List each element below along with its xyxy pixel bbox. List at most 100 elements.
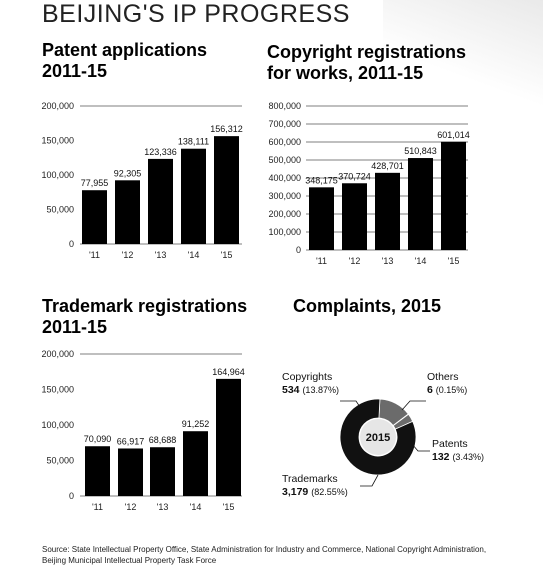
patent-value-label: 156,312	[210, 124, 243, 134]
trademark-value-label: 66,917	[117, 436, 145, 446]
background-shade	[383, 0, 543, 120]
trademark-ytick-label: 200,000	[41, 349, 74, 359]
donut-leader-trademarks	[360, 474, 379, 487]
copyright-category-label: '14	[415, 256, 427, 266]
trademark-category-label: '13	[157, 502, 169, 512]
trademark-title-line-2: 2011-15	[42, 317, 108, 337]
trademark-value-label: 70,090	[84, 434, 112, 444]
donut-leader-copyrights	[340, 400, 363, 411]
trademark-ytick-label: 100,000	[41, 420, 74, 430]
donut-count-others: 6	[427, 384, 436, 396]
donut-pct-patents: (3.43%)	[452, 452, 484, 462]
trademark-value-label: 91,252	[182, 419, 210, 429]
copyright-ytick-label: 100,000	[268, 227, 301, 237]
copyright-bar	[375, 172, 400, 250]
patent-category-label: '15	[221, 250, 233, 260]
trademark-ytick-label: 0	[69, 491, 74, 501]
copyright-category-label: '15	[448, 256, 460, 266]
trademark-ytick-label: 150,000	[41, 385, 74, 395]
patent-value-label: 92,305	[114, 168, 142, 178]
donut-label-copyrights: Copyrights	[282, 371, 332, 383]
patent-category-label: '12	[122, 250, 134, 260]
source-note: Source: State Intellectual Property Offi…	[42, 545, 487, 565]
donut-count-copyrights: 534	[282, 384, 302, 396]
copyright-bar	[342, 183, 367, 250]
copyright-category-label: '13	[382, 256, 394, 266]
patent-ytick-label: 0	[69, 239, 74, 249]
copyright-bar	[309, 187, 334, 250]
donut-pct-trademarks: (82.55%)	[311, 487, 348, 497]
trademark-bar	[150, 447, 175, 496]
copyright-ytick-label: 800,000	[268, 101, 301, 111]
trademark-category-label: '12	[125, 502, 137, 512]
patent-chart-title: Patent applications 2011-15	[42, 40, 207, 82]
trademark-value-label: 164,964	[212, 367, 245, 377]
patent-value-label: 138,111	[178, 137, 209, 147]
patent-ytick-label: 150,000	[41, 136, 74, 146]
patent-value-label: 77,955	[81, 178, 109, 188]
trademark-bar	[183, 431, 208, 496]
trademark-title-line-1: Trademark registrations	[42, 296, 248, 316]
donut-count-trademarks: 3,179	[282, 486, 311, 498]
donut-count-patents: 132	[432, 451, 452, 463]
copyright-ytick-label: 600,000	[268, 137, 301, 147]
patent-category-label: '13	[155, 250, 167, 260]
copyright-value-label: 510,843	[404, 146, 437, 156]
copyright-value-label: 348,175	[305, 175, 338, 185]
copyright-title-line-2: for works, 2011-15	[267, 63, 424, 83]
patent-title-line-1: Patent applications	[42, 40, 208, 60]
donut-center	[360, 419, 396, 455]
copyright-bar	[408, 158, 433, 250]
patent-bar	[148, 158, 173, 244]
patent-value-label: 123,336	[144, 147, 177, 157]
copyright-value-label: 601,014	[437, 130, 470, 140]
trademark-category-label: '14	[190, 502, 202, 512]
copyright-ytick-label: 0	[296, 245, 301, 255]
trademark-category-label: '11	[92, 502, 103, 512]
copyright-ytick-label: 200,000	[268, 209, 301, 219]
copyright-ytick-label: 400,000	[268, 173, 301, 183]
patent-title-line-2: 2011-15	[42, 61, 108, 81]
trademark-bar	[118, 448, 143, 496]
patent-category-label: '11	[89, 250, 100, 260]
patent-bar	[214, 136, 239, 244]
patent-ytick-label: 200,000	[41, 101, 74, 111]
trademark-bar	[85, 446, 110, 496]
donut-value-copyrights: 534 (13.87%)	[282, 384, 339, 396]
trademark-ytick-label: 50,000	[46, 456, 74, 466]
donut-value-patents: 132 (3.43%)	[432, 451, 484, 463]
donut-label-trademarks: Trademarks	[282, 473, 338, 485]
copyright-ytick-label: 300,000	[268, 191, 301, 201]
donut-slice-trademarks	[339, 398, 417, 476]
trademark-value-label: 68,688	[149, 435, 177, 445]
patent-bar	[115, 180, 140, 244]
donut-value-trademarks: 3,179 (82.55%)	[282, 486, 348, 498]
copyright-title-line-1: Copyright registrations	[267, 42, 467, 62]
donut-value-others: 6 (0.15%)	[427, 384, 467, 396]
copyright-category-label: '12	[349, 256, 361, 266]
complaints-chart-title: Complaints, 2015	[293, 296, 441, 317]
donut-pct-others: (0.15%)	[436, 385, 468, 395]
copyright-ytick-label: 700,000	[268, 119, 301, 129]
trademark-bar	[216, 378, 241, 496]
donut-label-patents: Patents	[432, 438, 468, 450]
patent-bar	[181, 148, 206, 244]
patent-ytick-label: 50,000	[46, 205, 74, 215]
complaints-title-line-1: Complaints, 2015	[293, 296, 442, 316]
copyright-category-label: '11	[316, 256, 327, 266]
donut-leader-others	[401, 400, 426, 411]
patent-category-label: '14	[188, 250, 200, 260]
copyright-value-label: 370,724	[338, 171, 371, 181]
copyright-bar	[441, 141, 466, 250]
copyright-ytick-label: 500,000	[268, 155, 301, 165]
donut-center-label: 2015	[366, 432, 390, 444]
trademark-category-label: '15	[223, 502, 235, 512]
patent-ytick-label: 100,000	[41, 170, 74, 180]
donut-label-others: Others	[427, 371, 459, 383]
donut-pct-copyrights: (13.87%)	[302, 385, 339, 395]
trademark-chart-title: Trademark registrations 2011-15	[42, 296, 247, 338]
copyright-chart-title: Copyright registrations for works, 2011-…	[267, 42, 466, 84]
patent-bar	[82, 190, 107, 244]
copyright-value-label: 428,701	[371, 161, 404, 171]
